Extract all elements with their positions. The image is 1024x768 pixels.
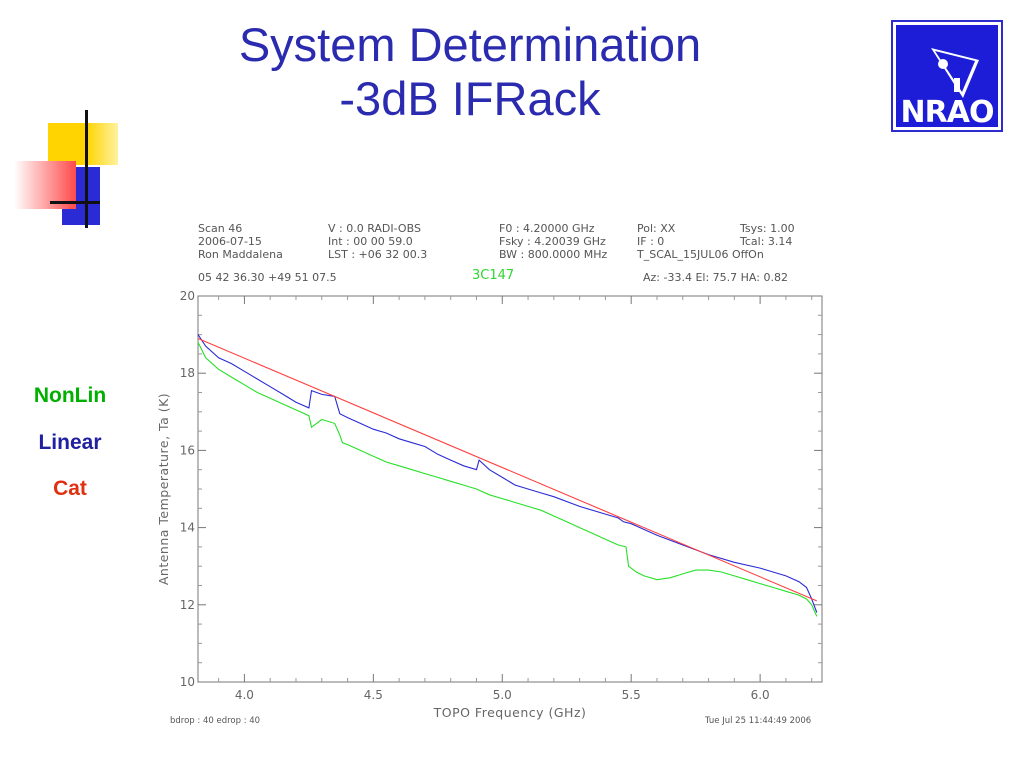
- y-tick-label: 14: [180, 521, 195, 535]
- telescope-icon: [931, 48, 979, 98]
- header-tsys: Tsys: 1.00: [739, 222, 795, 235]
- header-fsky: Fsky : 4.20039 GHz: [499, 235, 606, 248]
- series-line-linear: [197, 334, 818, 613]
- header-f0: F0 : 4.20000 GHz: [499, 222, 595, 235]
- header-azelha: Az: -33.4 El: 75.7 HA: 0.82: [643, 271, 788, 284]
- header-col2: V : 0.0 RADI-OBS Int : 00 00 59.0 LST : …: [328, 222, 427, 261]
- y-tick-label: 18: [180, 366, 195, 380]
- header-tscal: T_SCAL_15JUL06 OffOn: [636, 248, 764, 261]
- title-line-1: System Determination: [238, 18, 702, 71]
- x-tick-label: 4.5: [364, 688, 383, 702]
- source-label: 3C147: [472, 268, 514, 283]
- header-coords: 05 42 36.30 +49 51 07.5: [198, 271, 337, 284]
- y-tick-label: 16: [180, 443, 195, 457]
- series-layer: [197, 334, 818, 617]
- x-tick-label: 4.0: [235, 688, 254, 702]
- x-tick-label: 5.5: [622, 688, 641, 702]
- footer-drop: bdrop : 40 edrop : 40: [170, 716, 260, 726]
- y-tick-label: 12: [180, 598, 195, 612]
- plot-frame: [197, 295, 823, 683]
- x-axis-label: TOPO Frequency (GHz): [433, 705, 587, 720]
- header-scan: Scan 46: [198, 222, 242, 235]
- legend-linear: Linear: [38, 431, 102, 454]
- y-axis-label: Antenna Temperature, Ta (K): [156, 393, 171, 585]
- header-observer: Ron Maddalena: [198, 248, 283, 261]
- horizontal-line: [50, 201, 100, 204]
- legend-nonlin: NonLin: [33, 384, 107, 407]
- header-bw: BW : 800.0000 MHz: [499, 248, 607, 261]
- legend-cat: Cat: [53, 477, 87, 500]
- x-axis: 4.0 4.5 5.0 5.5 6.0: [218, 296, 813, 702]
- y-tick-label: 20: [180, 289, 195, 303]
- nrao-logo: NRAO: [891, 20, 1003, 132]
- logo-text: NRAO: [901, 95, 994, 130]
- header-pol: Pol: XX: [637, 222, 676, 235]
- y-axis: 10 12 14 16 18 20: [180, 289, 822, 689]
- vertical-line: [85, 110, 88, 228]
- slide-title: System Determination -3dB IFRack: [180, 18, 760, 126]
- header-date: 2006-07-15: [198, 235, 262, 248]
- header-col1: Scan 46 2006-07-15 Ron Maddalena: [198, 222, 283, 261]
- series-line-nonlin: [197, 342, 818, 617]
- header-if: IF : 0: [637, 235, 664, 248]
- series-line-cat: [197, 337, 818, 602]
- yellow-square: [48, 123, 118, 165]
- y-tick-label: 10: [180, 675, 195, 689]
- header-col3: F0 : 4.20000 GHz Fsky : 4.20039 GHz BW :…: [499, 222, 607, 261]
- header-int: Int : 00 00 59.0: [328, 235, 413, 248]
- x-tick-label: 5.0: [493, 688, 512, 702]
- decorative-squares: [12, 105, 132, 230]
- footer-timestamp: Tue Jul 25 11:44:49 2006: [704, 716, 811, 726]
- header-col4: Pol: XX IF : 0 T_SCAL_15JUL06 OffOn: [636, 222, 764, 261]
- header-col5: Tsys: 1.00 Tcal: 3.14: [739, 222, 795, 248]
- header-lst: LST : +06 32 00.3: [328, 248, 427, 261]
- title-line-2: -3dB IFRack: [339, 72, 601, 125]
- header-velocity: V : 0.0 RADI-OBS: [328, 222, 421, 235]
- header-tcal: Tcal: 3.14: [739, 235, 792, 248]
- x-tick-label: 6.0: [751, 688, 770, 702]
